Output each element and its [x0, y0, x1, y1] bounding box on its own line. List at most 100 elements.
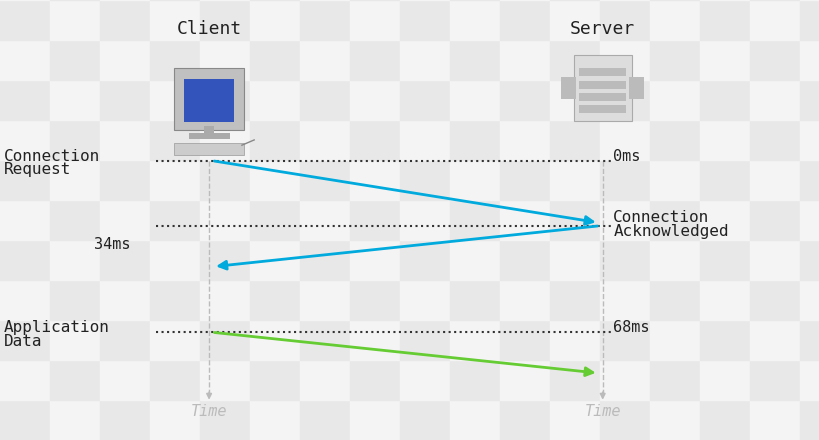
- Bar: [500, 40, 550, 80]
- Bar: [799, 120, 819, 160]
- Bar: [150, 240, 200, 280]
- Bar: [749, 280, 799, 320]
- Bar: [250, 280, 300, 320]
- Bar: [450, 200, 500, 240]
- Bar: [350, 320, 400, 360]
- Bar: [629, 77, 644, 99]
- Bar: [400, 120, 450, 160]
- Bar: [50, 80, 100, 120]
- Bar: [200, 200, 250, 240]
- Bar: [699, 0, 749, 40]
- Bar: [400, 200, 450, 240]
- Bar: [749, 80, 799, 120]
- Bar: [500, 160, 550, 200]
- Text: 0ms: 0ms: [613, 149, 640, 164]
- Bar: [400, 400, 450, 440]
- Bar: [350, 40, 400, 80]
- Bar: [250, 80, 300, 120]
- Bar: [699, 200, 749, 240]
- Bar: [500, 240, 550, 280]
- Bar: [400, 280, 450, 320]
- Bar: [100, 0, 150, 40]
- Bar: [350, 280, 400, 320]
- Bar: [600, 120, 649, 160]
- Bar: [200, 120, 250, 160]
- Bar: [350, 200, 400, 240]
- Bar: [749, 320, 799, 360]
- Bar: [749, 400, 799, 440]
- Bar: [550, 40, 600, 80]
- Bar: [550, 200, 600, 240]
- Bar: [550, 80, 600, 120]
- Bar: [184, 79, 233, 122]
- Bar: [450, 120, 500, 160]
- Bar: [100, 360, 150, 400]
- Bar: [0, 120, 50, 160]
- Bar: [578, 93, 626, 101]
- Bar: [188, 133, 229, 139]
- Bar: [50, 40, 100, 80]
- Text: Application: Application: [4, 320, 110, 335]
- Bar: [250, 160, 300, 200]
- Text: Connection: Connection: [4, 149, 100, 164]
- Bar: [550, 360, 600, 400]
- Text: Client: Client: [176, 20, 242, 37]
- Bar: [649, 0, 699, 40]
- Bar: [500, 320, 550, 360]
- Bar: [500, 80, 550, 120]
- Bar: [600, 0, 649, 40]
- Bar: [100, 280, 150, 320]
- Bar: [50, 0, 100, 40]
- Bar: [0, 200, 50, 240]
- Bar: [561, 77, 576, 99]
- Bar: [799, 360, 819, 400]
- Bar: [500, 280, 550, 320]
- Bar: [749, 240, 799, 280]
- Bar: [300, 160, 350, 200]
- Bar: [450, 400, 500, 440]
- Text: Server: Server: [569, 20, 635, 37]
- Bar: [600, 80, 649, 120]
- Bar: [649, 160, 699, 200]
- Bar: [200, 400, 250, 440]
- Bar: [799, 240, 819, 280]
- Bar: [0, 0, 50, 40]
- Bar: [250, 0, 300, 40]
- Bar: [300, 120, 350, 160]
- Bar: [300, 400, 350, 440]
- Bar: [799, 40, 819, 80]
- Bar: [250, 360, 300, 400]
- Bar: [450, 80, 500, 120]
- Bar: [0, 280, 50, 320]
- Bar: [600, 320, 649, 360]
- Bar: [600, 160, 649, 200]
- Bar: [649, 80, 699, 120]
- Bar: [550, 320, 600, 360]
- Bar: [649, 40, 699, 80]
- Bar: [649, 320, 699, 360]
- Bar: [578, 68, 626, 77]
- Bar: [600, 240, 649, 280]
- Bar: [150, 0, 200, 40]
- Bar: [0, 160, 50, 200]
- Bar: [550, 120, 600, 160]
- Bar: [300, 280, 350, 320]
- Bar: [200, 320, 250, 360]
- Bar: [799, 80, 819, 120]
- Bar: [578, 105, 626, 113]
- Bar: [250, 40, 300, 80]
- Text: 68ms: 68ms: [613, 320, 649, 335]
- Bar: [649, 400, 699, 440]
- Bar: [150, 400, 200, 440]
- Bar: [699, 360, 749, 400]
- Text: 34ms: 34ms: [94, 237, 131, 252]
- Bar: [400, 360, 450, 400]
- Bar: [799, 280, 819, 320]
- Bar: [799, 160, 819, 200]
- Bar: [0, 360, 50, 400]
- Bar: [450, 40, 500, 80]
- Bar: [578, 81, 626, 88]
- Bar: [649, 360, 699, 400]
- Bar: [649, 280, 699, 320]
- Bar: [100, 200, 150, 240]
